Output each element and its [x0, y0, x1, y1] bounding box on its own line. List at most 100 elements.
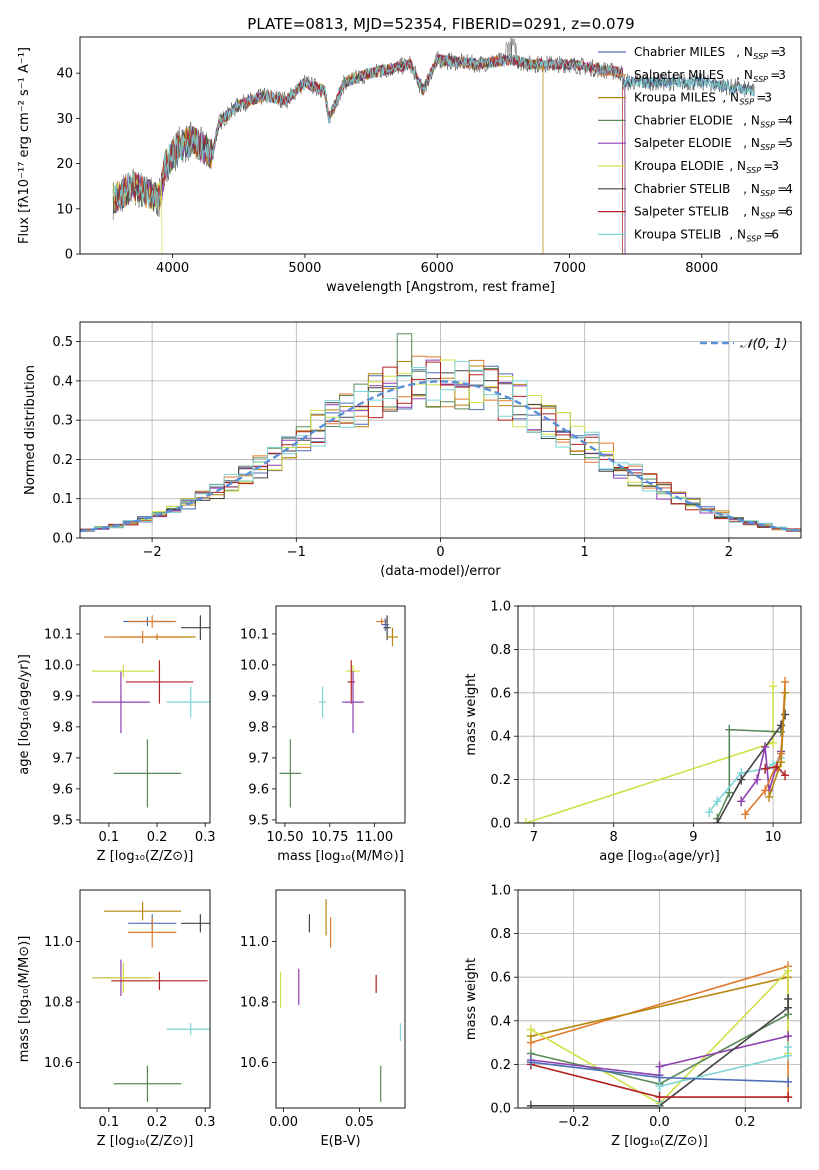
x-axis-label: (data-model)/error — [380, 564, 501, 579]
x-tick-label: 0.2 — [735, 1115, 756, 1130]
x-tick-label: −1 — [287, 545, 306, 560]
y-axis-label: mass [log₁₀(M/M⊙)] — [17, 936, 32, 1063]
y-tick-label: 9.7 — [248, 751, 269, 766]
y-tick-label: 9.9 — [52, 689, 73, 704]
y-tick-label: 10.6 — [44, 1056, 73, 1071]
x-tick-label: 6000 — [421, 261, 454, 276]
x-tick-label: 4000 — [156, 261, 189, 276]
y-tick-label: 0.1 — [52, 492, 73, 507]
y-tick-label: 9.8 — [248, 720, 269, 735]
y-tick-label: 9.8 — [52, 720, 73, 735]
panel-weight-vs-age: 7 8 9 10 0.0 0.2 0.4 0.6 0.8 1.0 age [log₁₀(age/yr… — [464, 600, 802, 864]
y-tick-label: 0.3 — [52, 414, 73, 429]
y-tick-label: 0.4 — [490, 1014, 511, 1029]
x-tick-label: 8 — [610, 830, 618, 845]
y-axis-label: mass weight — [464, 958, 479, 1040]
axes-frame — [79, 36, 802, 255]
y-tick-label: 20 — [56, 157, 73, 172]
panel-weight-vs-Z: −0.2 0.0 0.2 0.0 0.2 0.4 0.6 0.8 1.0 Z [log₁₀(Z/Z… — [464, 884, 802, 1149]
y-tick-label: 0.6 — [490, 971, 511, 986]
legend-n: , N — [729, 227, 746, 241]
y-tick-label: 10.6 — [240, 1056, 269, 1071]
axes-frame — [79, 605, 211, 824]
x-tick-label: 0.0 — [649, 1115, 670, 1130]
legend-sub: SSP — [753, 52, 768, 61]
y-tick-label: 10.0 — [44, 658, 73, 673]
legend-sub: SSP — [753, 75, 768, 84]
y-tick-label: 0.8 — [490, 927, 511, 942]
errorbars — [279, 615, 398, 808]
legend-eq: = — [756, 91, 766, 105]
y-tick-label: 9.6 — [52, 782, 73, 797]
x-axis-label: age [log₁₀(age/yr)] — [599, 849, 720, 864]
weight-line — [530, 976, 789, 1037]
legend-sub: SSP — [760, 120, 775, 129]
x-tick-label: −0.2 — [558, 1115, 590, 1130]
panel-age-vs-mass: 10.50 10.75 11.00 9.5 9.6 9.7 9.8 9.9 10.0 10.1 ma… — [240, 605, 406, 864]
legend-n: , N — [743, 205, 760, 219]
y-tick-label: 10 — [56, 202, 73, 217]
legend-sub: SSP — [760, 212, 775, 221]
legend-sub: SSP — [746, 234, 761, 243]
model-spectrum-line — [114, 55, 755, 211]
legend-label: Salpeter MILES — [634, 68, 724, 82]
legend-n: , N — [736, 45, 753, 59]
legend-label: Kroupa MILES — [634, 91, 716, 105]
x-axis-label: Z [log₁₀(Z/Z⊙)] — [97, 849, 194, 864]
x-tick-label: 8000 — [685, 261, 718, 276]
legend-nssp-value: 4 — [785, 182, 793, 196]
legend-eq: = — [777, 182, 787, 196]
legend-label: Salpeter ELODIE — [634, 136, 732, 150]
weight-lines — [521, 676, 790, 823]
x-tick-label: 0.00 — [269, 1115, 298, 1130]
x-axis-label: E(B-V) — [320, 1134, 360, 1149]
x-tick-label: 7000 — [553, 261, 586, 276]
x-axis-label: wavelength [Angstrom, rest frame] — [326, 280, 555, 295]
x-tick-label: 0 — [436, 545, 444, 560]
axes-frame — [517, 889, 802, 1109]
y-tick-label: 0.8 — [490, 643, 511, 658]
legend-nssp-value: 6 — [771, 227, 779, 241]
histograms — [80, 333, 801, 534]
histogram-step — [80, 365, 801, 534]
x-tick-label: 0.1 — [99, 830, 120, 845]
x-tick-label: 0.2 — [147, 830, 168, 845]
y-tick-label: 9.5 — [248, 813, 269, 828]
weight-line — [708, 757, 782, 813]
weight-line — [525, 686, 774, 823]
weight-lines — [526, 961, 793, 1108]
legend-label: 𝒩(0, 1) — [740, 337, 787, 352]
y-axis-label: age [log₁₀(age/yr)] — [17, 654, 32, 775]
x-axis-label: Z [log₁₀(Z/Z⊙)] — [611, 1134, 708, 1149]
panel-age-vs-Z: 0.1 0.2 0.3 9.5 9.6 9.7 9.8 9.9 10.0 10.1 Z [log₁₀… — [17, 605, 216, 864]
legend-label: Chabrier STELIB — [634, 182, 730, 196]
histogram-step — [80, 355, 801, 533]
legend-sub: SSP — [760, 189, 775, 198]
x-tick-label: 0.2 — [147, 1115, 168, 1130]
x-tick-label: 9 — [689, 830, 697, 845]
legend-label: Chabrier MILES — [634, 45, 725, 59]
legend-eq: = — [770, 68, 780, 82]
x-tick-label: 10.50 — [266, 830, 303, 845]
y-tick-label: 0.2 — [490, 1058, 511, 1073]
x-tick-label: 1 — [581, 545, 589, 560]
x-tick-label: 2 — [725, 545, 733, 560]
y-tick-label: 30 — [56, 112, 73, 127]
legend-n: , N — [729, 159, 746, 173]
y-tick-label: 9.9 — [248, 689, 269, 704]
x-tick-label: 11.00 — [356, 830, 393, 845]
y-tick-label: 11.0 — [44, 935, 73, 950]
x-tick-label: 0.3 — [195, 1115, 216, 1130]
x-tick-label: 0.1 — [99, 1115, 120, 1130]
legend-eq: = — [763, 227, 773, 241]
legend-nssp-value: 3 — [778, 68, 786, 82]
legend-sub: SSP — [746, 166, 761, 175]
legend-n: , N — [743, 113, 760, 127]
legend-sub: SSP — [739, 98, 754, 107]
legend-nssp-value: 6 — [785, 205, 793, 219]
y-tick-label: 9.5 — [52, 813, 73, 828]
legend-n: , N — [743, 182, 760, 196]
legend-nssp-value: 4 — [785, 113, 793, 127]
